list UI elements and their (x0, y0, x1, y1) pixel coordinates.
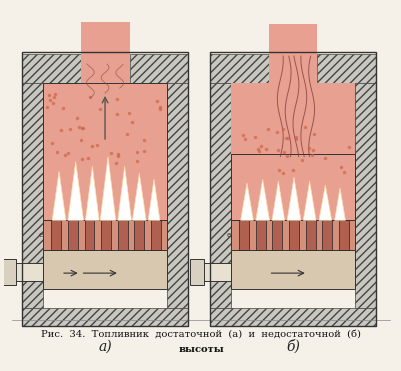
FancyBboxPatch shape (22, 54, 80, 83)
FancyBboxPatch shape (322, 220, 331, 250)
FancyBboxPatch shape (239, 220, 248, 250)
FancyBboxPatch shape (317, 54, 375, 83)
FancyBboxPatch shape (80, 24, 129, 83)
FancyBboxPatch shape (231, 154, 354, 220)
FancyBboxPatch shape (326, 83, 354, 154)
Polygon shape (100, 157, 115, 220)
Polygon shape (132, 173, 146, 220)
FancyBboxPatch shape (10, 263, 43, 281)
FancyBboxPatch shape (209, 308, 375, 326)
Text: e: e (226, 232, 230, 238)
Polygon shape (302, 181, 315, 220)
FancyBboxPatch shape (22, 308, 188, 326)
Polygon shape (52, 171, 66, 220)
FancyBboxPatch shape (2, 259, 16, 285)
FancyBboxPatch shape (231, 83, 354, 154)
Text: e: e (38, 232, 43, 238)
FancyBboxPatch shape (117, 220, 127, 250)
FancyBboxPatch shape (198, 263, 231, 281)
FancyBboxPatch shape (134, 220, 144, 250)
Polygon shape (271, 181, 284, 220)
Polygon shape (85, 167, 99, 220)
FancyBboxPatch shape (43, 250, 166, 289)
Polygon shape (255, 179, 269, 220)
Polygon shape (148, 179, 160, 220)
FancyBboxPatch shape (151, 220, 160, 250)
FancyBboxPatch shape (305, 220, 315, 250)
FancyBboxPatch shape (288, 220, 298, 250)
FancyBboxPatch shape (255, 220, 265, 250)
FancyBboxPatch shape (209, 54, 268, 83)
Text: а): а) (98, 340, 111, 354)
FancyBboxPatch shape (268, 54, 317, 154)
FancyBboxPatch shape (209, 83, 231, 308)
Text: высоты: высоты (178, 345, 223, 354)
FancyBboxPatch shape (139, 83, 166, 171)
FancyBboxPatch shape (129, 54, 188, 83)
Text: Рис.  34.  Топливник  достаточной  (а)  и  недостаточной  (б): Рис. 34. Топливник достаточной (а) и нед… (41, 329, 360, 338)
FancyBboxPatch shape (231, 83, 258, 154)
Polygon shape (318, 185, 331, 220)
FancyBboxPatch shape (268, 24, 317, 83)
Polygon shape (117, 167, 131, 220)
Polygon shape (240, 183, 253, 220)
Polygon shape (68, 161, 83, 220)
FancyBboxPatch shape (43, 83, 166, 220)
FancyBboxPatch shape (43, 83, 71, 171)
FancyBboxPatch shape (272, 220, 282, 250)
FancyBboxPatch shape (43, 220, 166, 250)
FancyBboxPatch shape (68, 220, 77, 250)
FancyBboxPatch shape (80, 23, 129, 83)
FancyBboxPatch shape (84, 220, 94, 250)
FancyBboxPatch shape (354, 83, 375, 308)
FancyBboxPatch shape (231, 250, 354, 289)
Polygon shape (286, 177, 300, 220)
FancyBboxPatch shape (190, 259, 203, 285)
FancyBboxPatch shape (51, 220, 61, 250)
FancyBboxPatch shape (22, 83, 43, 308)
FancyBboxPatch shape (101, 220, 111, 250)
FancyBboxPatch shape (231, 220, 354, 250)
FancyBboxPatch shape (338, 220, 348, 250)
Polygon shape (334, 188, 344, 220)
FancyBboxPatch shape (166, 83, 188, 308)
Text: б): б) (286, 340, 299, 354)
